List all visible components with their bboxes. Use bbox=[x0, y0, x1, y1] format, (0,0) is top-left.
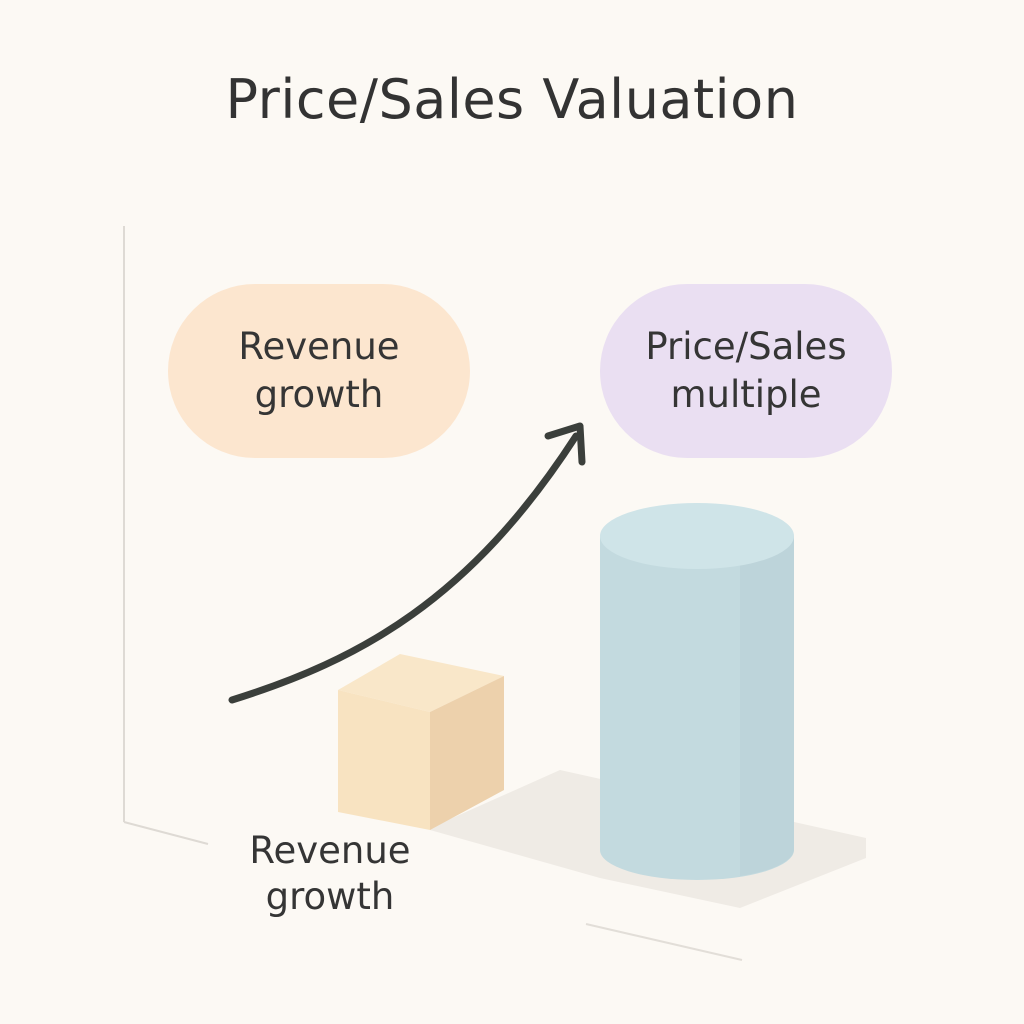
revenue-growth-caption-line1: Revenue bbox=[249, 829, 411, 872]
cylinder-icon bbox=[600, 503, 794, 880]
cylinder-shade bbox=[740, 536, 794, 876]
revenue-growth-caption: Revenue growth bbox=[220, 828, 440, 920]
cube-top-face bbox=[338, 654, 504, 712]
axis-baseline-line bbox=[123, 821, 209, 845]
growth-arrow-icon bbox=[228, 422, 586, 704]
page-title: Price/Sales Valuation bbox=[225, 68, 799, 131]
price-sales-pill-line1: Price/Sales bbox=[645, 325, 847, 368]
growth-arrow-line bbox=[228, 432, 580, 704]
price-sales-multiple-pill: Price/Sales multiple bbox=[600, 284, 892, 458]
growth-arrow-head bbox=[544, 422, 586, 466]
cylinder-top bbox=[600, 503, 794, 569]
revenue-growth-pill-line1: Revenue bbox=[238, 325, 400, 368]
price-sales-pill-line2: multiple bbox=[670, 373, 822, 416]
cube-side-face bbox=[430, 676, 504, 830]
revenue-growth-pill-line2: growth bbox=[254, 373, 384, 416]
cube-front-face bbox=[338, 690, 430, 830]
revenue-growth-caption-line2: growth bbox=[265, 875, 395, 918]
revenue-growth-pill: Revenue growth bbox=[168, 284, 470, 458]
cube-icon bbox=[338, 654, 504, 830]
floor-line bbox=[585, 923, 743, 961]
